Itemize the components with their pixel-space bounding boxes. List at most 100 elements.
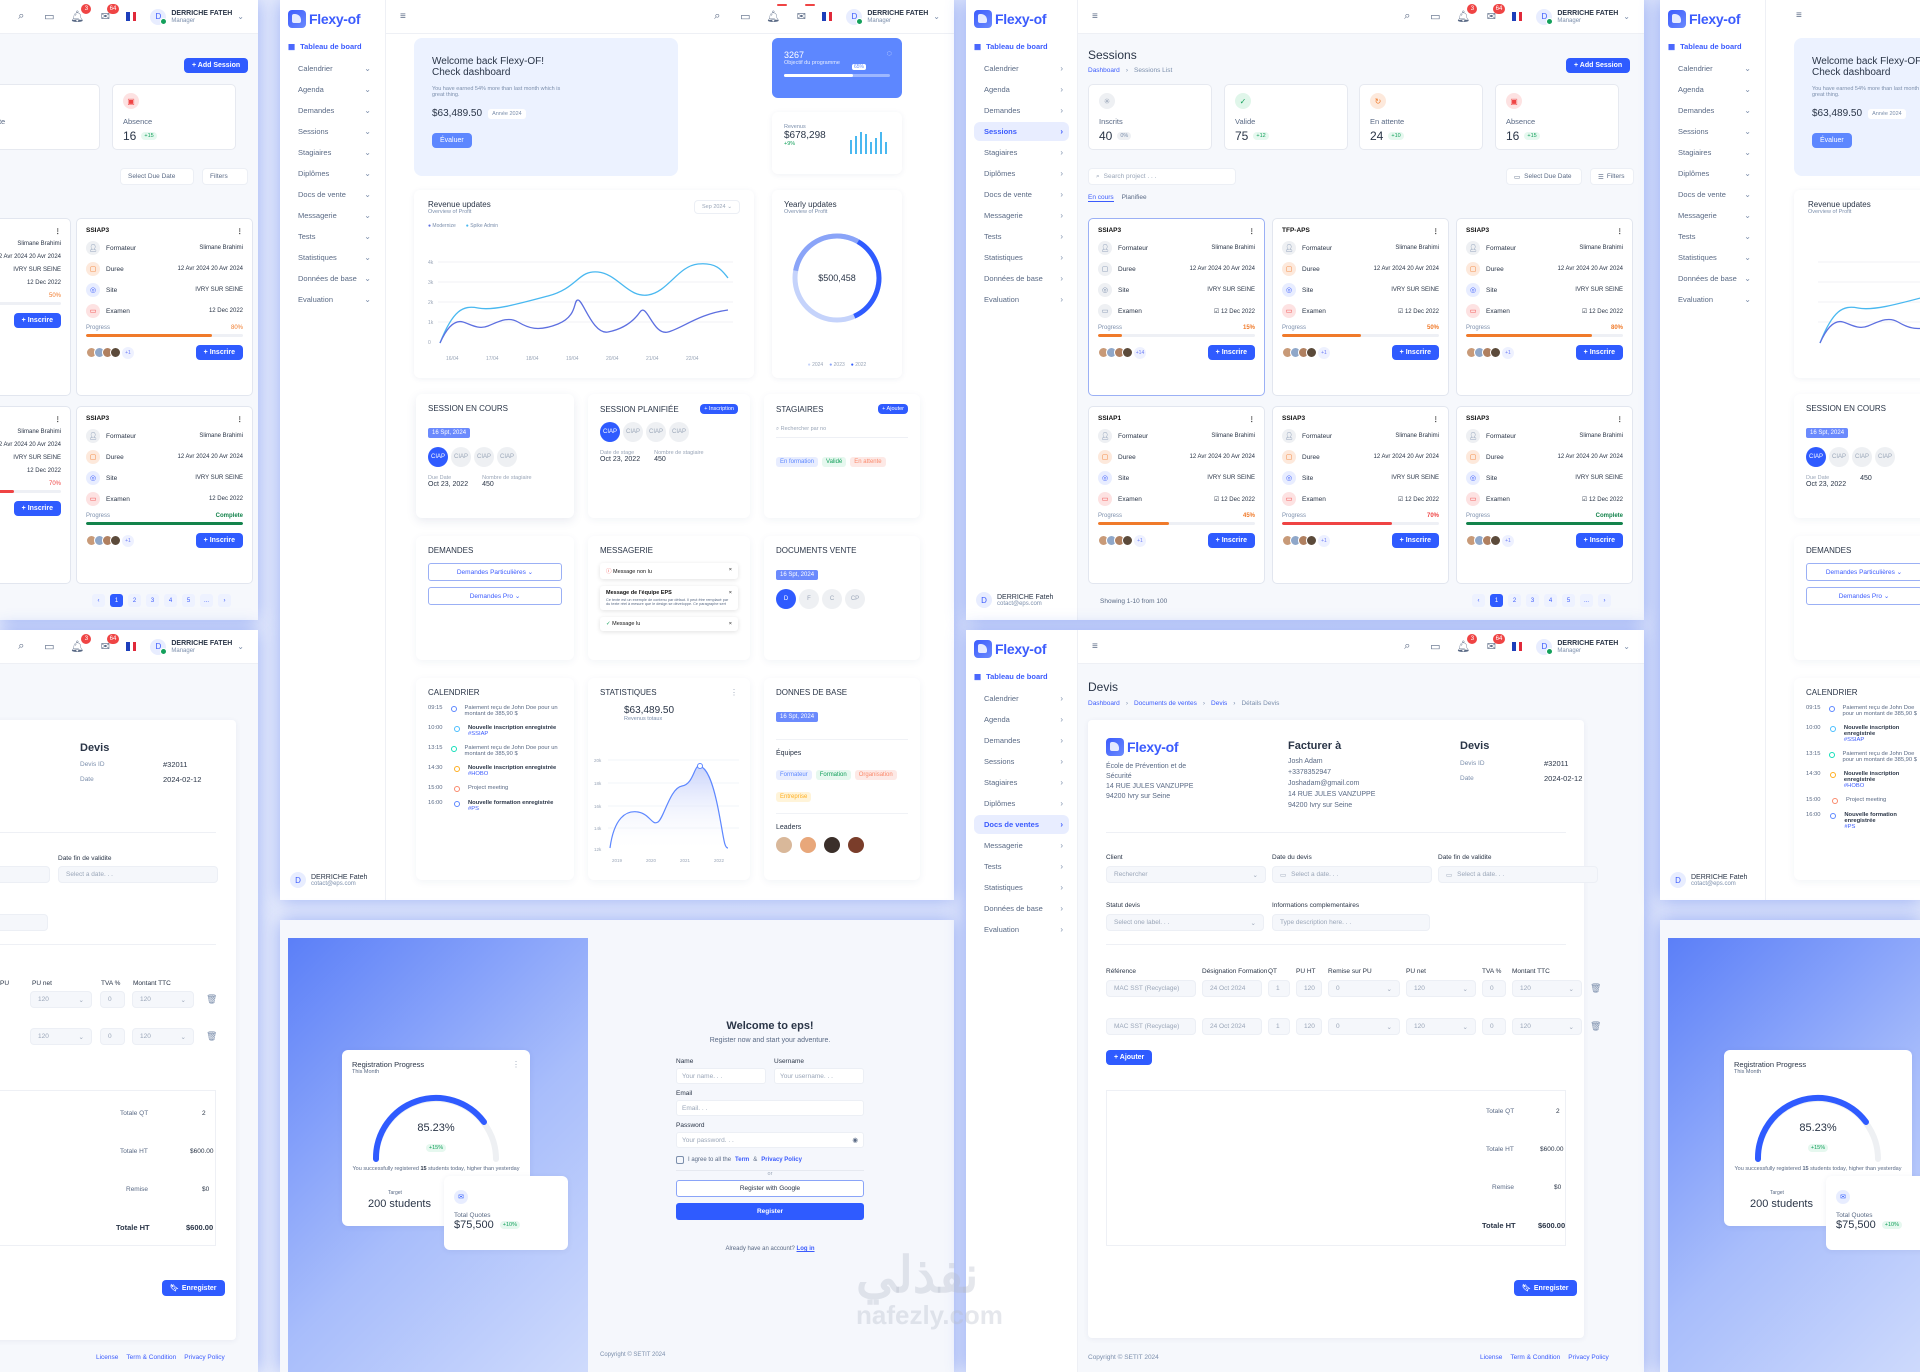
nav-sessions[interactable]: Sessions ⌄ — [298, 127, 371, 136]
line-field-4[interactable]: 0 ⌄ — [1328, 980, 1400, 997]
add-stagiaire-button[interactable]: + Ajouter — [878, 404, 908, 414]
page-1[interactable]: 1 — [110, 594, 123, 607]
line-field-4[interactable]: 0 ⌄ — [1328, 1018, 1400, 1035]
nav-stagiaires[interactable]: Stagiaires ⌄ — [1678, 148, 1751, 157]
bell-icon[interactable]: 🔔︎ 3 — [1456, 633, 1478, 654]
montant-ttc-select[interactable]: 120 ⌄ — [132, 991, 194, 1008]
user-menu[interactable]: D DERRICHE FATEH Manager ⌄ — [150, 8, 244, 25]
nav-stagiaires[interactable]: Stagiaires › — [984, 778, 1063, 787]
user-menu[interactable]: D DERRICHE FATEH Manager ⌄ — [1536, 8, 1630, 25]
nav-demandes[interactable]: Demandes › — [984, 106, 1063, 115]
nav-evaluation[interactable]: Evaluation ⌄ — [298, 295, 371, 304]
search-icon[interactable]: ⌕ — [714, 10, 721, 22]
nav-evaluation[interactable]: Evaluation › — [984, 925, 1063, 934]
nav-tests[interactable]: Tests › — [984, 232, 1063, 241]
trash-icon[interactable]: 🗑︎ — [1590, 1021, 1602, 1031]
filters-button[interactable]: Filters — [202, 168, 248, 185]
nav-calendrier[interactable]: Calendrier ⌄ — [298, 64, 371, 73]
nav-messagerie[interactable]: Messagerie › — [984, 841, 1063, 850]
nav-agenda[interactable]: Agenda › — [984, 715, 1063, 724]
session-card[interactable]: TFP-APS ⋮ 👤︎ Formateur Slimane Brahimi ▢ Dur… — [1272, 218, 1449, 396]
demandes-pro-dropdown[interactable]: Demandes Pro ⌄ — [1806, 587, 1920, 605]
demandes-particulieres-dropdown[interactable]: Demandes Particulières ⌄ — [428, 563, 562, 581]
line-field-3[interactable]: 120 — [1296, 1018, 1322, 1035]
calendar-icon[interactable]: ▭ — [44, 641, 55, 653]
line-field-3[interactable]: 120 — [1296, 980, 1322, 997]
more-icon[interactable]: ⋮ — [1616, 416, 1624, 423]
nav-dashboard[interactable]: ▦ Tableau de board — [288, 42, 362, 51]
more-icon[interactable]: ⋮ — [512, 1060, 520, 1069]
session-card[interactable]: SSIAP3 ⋮ 👤︎ Formateur Slimane Brahimi ▢ Dure… — [1456, 218, 1633, 396]
session-card[interactable]: SSIAP1 ⋮ 👤︎ Formateur Slimane Brahimi ▢ Dure… — [1088, 406, 1265, 584]
nav-sessions[interactable]: Sessions › — [974, 122, 1069, 141]
nav-donnees-base[interactable]: Données de base ⌄ — [1678, 274, 1751, 283]
flag-fr-icon[interactable] — [1512, 12, 1523, 21]
bell-icon[interactable]: 🔔︎ 3 — [70, 633, 92, 654]
select-due-date-button[interactable]: ▭ Select Due Date — [1506, 168, 1582, 185]
nav-calendrier[interactable]: Calendrier › — [984, 694, 1063, 703]
nav-docs-vente[interactable]: Docs de vente › — [984, 190, 1063, 199]
demandes-pro-dropdown[interactable]: Demandes Pro ⌄ — [428, 587, 562, 605]
nav-diplomes[interactable]: Diplômes ⌄ — [298, 169, 371, 178]
page-5[interactable]: 5 — [1562, 594, 1575, 607]
select-due-date-button[interactable]: Select Due Date — [120, 168, 194, 185]
line-field-6[interactable]: 0 — [1482, 1018, 1506, 1035]
more-icon[interactable]: ⋮ — [1248, 416, 1256, 423]
inscrire-button[interactable]: + Inscrire — [1391, 345, 1439, 360]
logo[interactable]: Flexy-of — [1668, 10, 1757, 28]
line-field-0[interactable]: MAC SST (Recyclage) — [1106, 1018, 1196, 1035]
session-card[interactable]: SSIAP3 ⋮ 👤︎ Formateur Slimane Brahimi ▢ Dure… — [1088, 218, 1265, 396]
page-ellipsis[interactable]: ... — [200, 594, 213, 607]
agree-checkbox[interactable] — [676, 1156, 684, 1164]
session-card[interactable]: SSIAP3 ⋮ 👤︎ Formateur Slimane Brahimi ▢ Dure… — [1272, 406, 1449, 584]
add-line-button[interactable]: + Ajouter — [1106, 1050, 1153, 1065]
inscrire-button[interactable]: + Inscrire — [195, 533, 243, 548]
search-icon[interactable]: ⌕ — [1404, 10, 1411, 22]
line-field-0[interactable]: MAC SST (Recyclage) — [1106, 980, 1196, 997]
more-icon[interactable]: ⋮ — [54, 416, 62, 423]
more-icon[interactable]: ⋮ — [1432, 228, 1440, 235]
tva-input[interactable]: 0 — [100, 991, 125, 1008]
statut-select[interactable]: Select one label. . . ⌄ — [1106, 914, 1264, 931]
tab-planifiee[interactable]: Planifiee — [1121, 194, 1147, 201]
nav-sessions[interactable]: Sessions ⌄ — [1678, 127, 1751, 136]
line-field-7[interactable]: 120 ⌄ — [1512, 980, 1582, 997]
more-icon[interactable]: ⋮ — [236, 228, 244, 235]
next-page[interactable]: › — [1598, 594, 1611, 607]
next-page[interactable]: › — [218, 594, 231, 607]
register-button[interactable]: Register — [676, 1203, 864, 1220]
mail-icon[interactable]: ✉ 64 — [1484, 3, 1506, 24]
email-input[interactable]: Email. . . — [676, 1100, 864, 1116]
more-icon[interactable]: ⋮ — [1248, 228, 1256, 235]
montant-ttc-select[interactable]: 120 ⌄ — [132, 1028, 194, 1045]
menu-icon[interactable]: ≡ — [400, 11, 406, 22]
nav-demandes[interactable]: Demandes › — [984, 736, 1063, 745]
user-menu[interactable]: D DERRICHE FATEH Manager ⌄ — [846, 8, 940, 25]
nav-statistiques[interactable]: Statistiques ⌄ — [298, 253, 371, 262]
nav-donnees-base[interactable]: Données de base ⌄ — [298, 274, 371, 283]
page-5[interactable]: 5 — [182, 594, 195, 607]
add-session-button[interactable]: + Add Session — [1566, 58, 1631, 73]
nav-statistiques[interactable]: Statistiques › — [984, 883, 1063, 892]
nav-calendrier[interactable]: Calendrier ⌄ — [1678, 64, 1751, 73]
search-icon[interactable]: ⌕ — [18, 640, 25, 652]
nav-stagiaires[interactable]: Stagiaires ⌄ — [298, 148, 371, 157]
username-input[interactable]: Your username. . . — [774, 1068, 864, 1084]
name-input[interactable]: Your name. . . — [676, 1068, 766, 1084]
menu-icon[interactable]: ≡ — [1092, 11, 1098, 22]
flag-fr-icon[interactable] — [126, 642, 137, 651]
date-fin-validite-input[interactable]: ▭ Select a date. . . — [1438, 866, 1598, 883]
eye-icon[interactable]: ◉ — [852, 1137, 858, 1144]
sidebar-user[interactable]: D DERRICHE Fateh cotact@eps.com — [1670, 872, 1747, 888]
bell-icon[interactable]: 🔔︎ — [766, 3, 788, 24]
nav-messagerie[interactable]: Messagerie › — [984, 211, 1063, 220]
line-field-5[interactable]: 120 ⌄ — [1406, 980, 1476, 997]
evaluate-button[interactable]: Évaluer — [432, 133, 472, 148]
bell-icon[interactable]: 🔔︎ 3 — [1456, 3, 1478, 24]
nav-demandes[interactable]: Demandes ⌄ — [298, 106, 371, 115]
line-field-5[interactable]: 120 ⌄ — [1406, 1018, 1476, 1035]
nav-diplomes[interactable]: Diplômes › — [984, 169, 1063, 178]
nav-dashboard[interactable]: ▦ Tableau de board — [974, 672, 1048, 681]
trash-icon[interactable]: 🗑︎ — [1590, 983, 1602, 993]
calendar-icon[interactable]: ▭ — [740, 11, 751, 23]
